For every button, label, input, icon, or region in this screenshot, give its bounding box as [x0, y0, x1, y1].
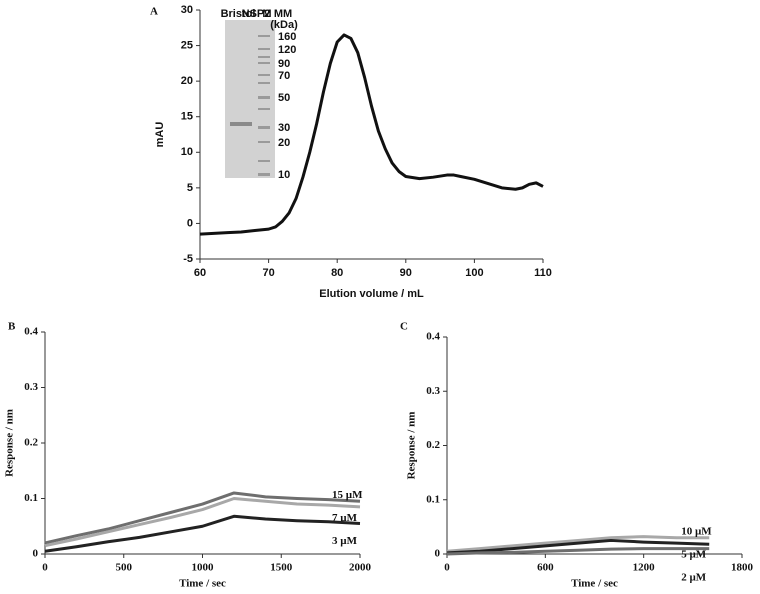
y-axis-label: Response / nm	[4, 409, 16, 477]
gel-marker-label: 20	[278, 137, 290, 149]
y-tick-label: 15	[181, 111, 193, 123]
gel-band	[230, 122, 252, 126]
y-tick-label: 0.1	[24, 492, 38, 504]
gel-marker-label: 50	[278, 92, 290, 104]
series-label: 10 µM	[681, 525, 712, 537]
y-tick-label: 0.2	[24, 437, 38, 449]
panel-label: B	[8, 321, 16, 333]
series-label: 7 µM	[332, 512, 358, 524]
series-label: 3 µM	[332, 535, 358, 547]
y-tick-label: 0.2	[426, 439, 440, 451]
gel-inset	[225, 20, 275, 178]
y-tick-label: 0	[33, 548, 39, 560]
y-tick-label: 0.1	[426, 493, 440, 505]
x-tick-label: 100	[465, 267, 483, 279]
x-tick-label: 80	[331, 267, 343, 279]
data-line	[44, 514, 361, 553]
gel-lane-label: MM	[274, 8, 292, 20]
gel-unit-label: (kDa)	[270, 19, 298, 31]
data-line	[44, 491, 361, 545]
series-label: 5 µM	[681, 548, 707, 560]
y-axis-label: mAU	[154, 122, 166, 148]
x-tick-label: 500	[116, 562, 133, 574]
gel-marker-label: 90	[278, 58, 290, 70]
y-tick-label: 20	[181, 75, 193, 87]
x-tick-label: 60	[194, 267, 206, 279]
gel-marker-label: 70	[278, 70, 290, 82]
marker-bands	[258, 35, 270, 176]
x-tick-label: 1800	[731, 562, 754, 574]
series-label: 2 µM	[681, 571, 707, 583]
x-tick-label: 110	[534, 267, 552, 279]
data-line	[44, 497, 361, 548]
x-tick-label: 2000	[349, 562, 372, 574]
y-tick-label: 0.3	[426, 385, 440, 397]
x-tick-label: 0	[42, 562, 48, 574]
x-tick-label: 600	[537, 562, 554, 574]
data-line	[446, 538, 710, 555]
data-line	[199, 33, 544, 236]
gel-marker-label: 120	[278, 44, 296, 56]
gel-lane-label: Bristol	[221, 8, 256, 20]
gel-lane-label: M	[262, 8, 271, 20]
data-line	[446, 535, 710, 553]
y-tick-label: 0.4	[426, 331, 440, 343]
gel-lane-label: NSP2	[242, 8, 271, 20]
y-tick-label: 0.3	[24, 381, 38, 393]
y-tick-label: -5	[183, 253, 193, 265]
series-label: 15 µM	[332, 489, 363, 501]
x-axis-label: Time / sec	[571, 578, 618, 590]
panel-label: C	[400, 321, 408, 333]
x-tick-label: 90	[400, 267, 412, 279]
x-tick-label: 0	[444, 562, 450, 574]
y-axis-label: Response / nm	[406, 412, 418, 480]
y-tick-label: 5	[187, 182, 193, 194]
y-tick-label: 25	[181, 39, 193, 51]
x-tick-label: 1200	[633, 562, 656, 574]
x-tick-label: 1500	[270, 562, 293, 574]
y-tick-label: 10	[181, 146, 193, 158]
x-tick-label: 1000	[192, 562, 215, 574]
x-axis-label: Time / sec	[179, 578, 226, 590]
y-tick-label: 0	[435, 548, 441, 560]
gel-marker-label: 10	[278, 169, 290, 181]
y-tick-label: 30	[181, 4, 193, 16]
gel-marker-label: 30	[278, 122, 290, 134]
y-tick-label: 0	[187, 217, 193, 229]
y-tick-label: 0.4	[24, 326, 38, 338]
panel-label: A	[150, 6, 158, 18]
data-line	[446, 547, 710, 556]
x-axis-label: Elution volume / mL	[319, 288, 424, 300]
x-tick-label: 70	[262, 267, 274, 279]
gel-marker-label: 160	[278, 31, 296, 43]
